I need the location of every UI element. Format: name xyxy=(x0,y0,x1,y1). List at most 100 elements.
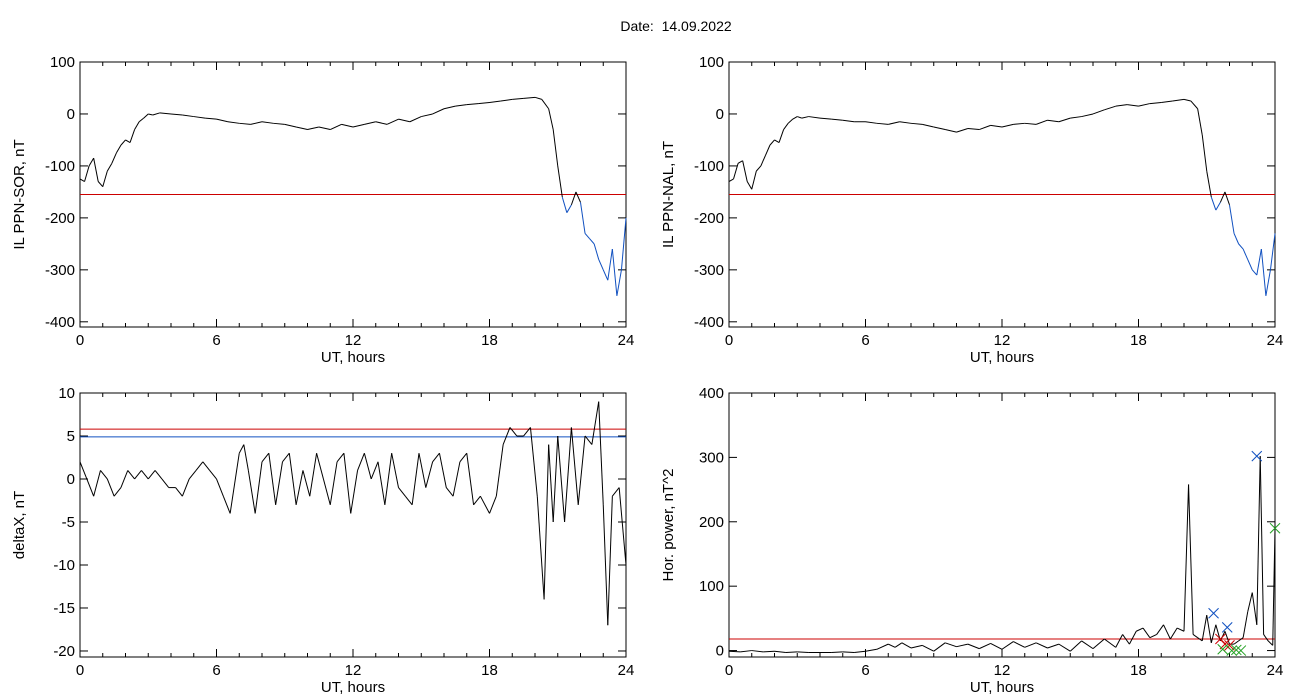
series-segment xyxy=(967,643,980,650)
series-segment xyxy=(1115,634,1124,648)
series-segment xyxy=(787,118,794,124)
series-segment xyxy=(309,453,318,497)
series-segment xyxy=(466,103,479,106)
y-tick-label: -400 xyxy=(694,314,724,331)
series-segment xyxy=(152,112,160,116)
series-segment xyxy=(742,160,748,182)
series-segment xyxy=(93,470,101,497)
chart-panel-2: 0 6 12 18 24 100 0 -100 -200 -300 -400 UT, hours IL … xyxy=(660,54,1283,366)
series-segment xyxy=(254,461,263,514)
series-segment xyxy=(330,123,342,131)
series-segment xyxy=(411,453,420,505)
series-segment xyxy=(1128,631,1137,645)
series-segment xyxy=(1138,103,1150,107)
series-segment xyxy=(774,650,786,653)
series-segment xyxy=(566,204,572,213)
series-segment xyxy=(611,487,620,497)
series-segment xyxy=(452,461,461,497)
series-segment xyxy=(1259,456,1265,635)
series-segment xyxy=(1251,269,1258,276)
x-tick-label: 18 xyxy=(1130,662,1147,679)
marker-stroke xyxy=(1269,522,1281,534)
series-segment xyxy=(557,165,563,198)
series-segment xyxy=(170,113,183,116)
y-tick-label: -100 xyxy=(45,158,75,175)
series-segment xyxy=(79,461,88,480)
x-marker-green xyxy=(1217,643,1229,655)
x-tick-label: 24 xyxy=(618,332,635,349)
series-segment xyxy=(1256,248,1262,276)
series-segment xyxy=(1142,627,1151,638)
series-segment xyxy=(797,651,809,653)
y-tick-label: -10 xyxy=(53,557,75,574)
series-segment xyxy=(455,104,467,107)
series-segment xyxy=(432,108,445,115)
series-segment xyxy=(831,118,843,121)
series-segment xyxy=(141,470,149,480)
series-segment xyxy=(93,158,99,182)
series-segment xyxy=(956,128,969,133)
series-segment xyxy=(1224,631,1230,645)
series-segment xyxy=(593,243,600,260)
x-tick-label: 6 xyxy=(212,662,220,679)
series-segment xyxy=(1263,634,1269,642)
series-segment xyxy=(1197,637,1203,642)
series-segment xyxy=(746,181,753,190)
series-segment xyxy=(302,470,311,497)
y-tick-label: -20 xyxy=(53,643,75,660)
marker-stroke xyxy=(1235,645,1247,656)
series-segment xyxy=(120,139,126,146)
series-segment xyxy=(268,453,277,505)
x-tick-label: 12 xyxy=(994,332,1011,349)
series-segment xyxy=(86,478,95,497)
series-segment xyxy=(564,427,572,523)
series-segment xyxy=(154,470,163,480)
series-segment xyxy=(783,123,789,130)
series-segment xyxy=(876,122,889,125)
series-segment xyxy=(398,118,410,123)
series-segment xyxy=(1192,634,1198,639)
series-segment xyxy=(370,461,379,480)
marker-stroke xyxy=(1226,645,1238,656)
series-segment xyxy=(363,453,372,480)
series-segment xyxy=(1269,233,1276,270)
series-segment xyxy=(352,123,365,128)
y-tick-label: -200 xyxy=(45,210,75,227)
series-segment xyxy=(616,269,622,296)
series-segment xyxy=(888,121,900,125)
series-segment xyxy=(933,642,946,652)
x-axis-label: UT, hours xyxy=(970,349,1034,366)
series-segment xyxy=(990,124,1003,128)
series-segment xyxy=(127,470,135,480)
series-segment xyxy=(88,157,95,167)
series-segment xyxy=(548,108,554,130)
y-tick-label: 400 xyxy=(699,385,724,402)
series-segment xyxy=(769,139,775,146)
series-segment xyxy=(1024,642,1037,648)
series-segment xyxy=(899,121,912,124)
series-segment xyxy=(1156,624,1164,635)
series-segment xyxy=(384,453,393,505)
series-segment xyxy=(1251,592,1258,625)
series-segment xyxy=(391,453,399,488)
series-segment xyxy=(901,642,912,649)
series-segment xyxy=(956,643,968,648)
series-segment xyxy=(552,129,559,166)
series-segment xyxy=(1215,202,1221,211)
series-segment xyxy=(425,461,434,488)
marker-stroke xyxy=(1219,638,1231,650)
series-segment xyxy=(1047,643,1060,649)
series-segment xyxy=(282,452,290,463)
x-tick-label: 18 xyxy=(481,662,498,679)
series-segment xyxy=(1201,134,1208,172)
chart-panel-4: 0 6 12 18 24 400 300 200 100 0 UT, hours Hor. power… xyxy=(660,385,1283,696)
series-segment xyxy=(502,427,511,445)
series-segment xyxy=(350,470,359,514)
series-segment xyxy=(580,202,586,234)
chart-panel-1: 0 6 12 18 24 100 0 -100 -200 -300 -400 UT, hours IL … xyxy=(11,54,634,366)
series-segment xyxy=(1047,119,1059,123)
y-tick-label: 100 xyxy=(50,54,75,71)
x-tick-label: 12 xyxy=(345,662,362,679)
series-segment xyxy=(1188,484,1194,635)
y-tick-label: 0 xyxy=(67,471,75,488)
